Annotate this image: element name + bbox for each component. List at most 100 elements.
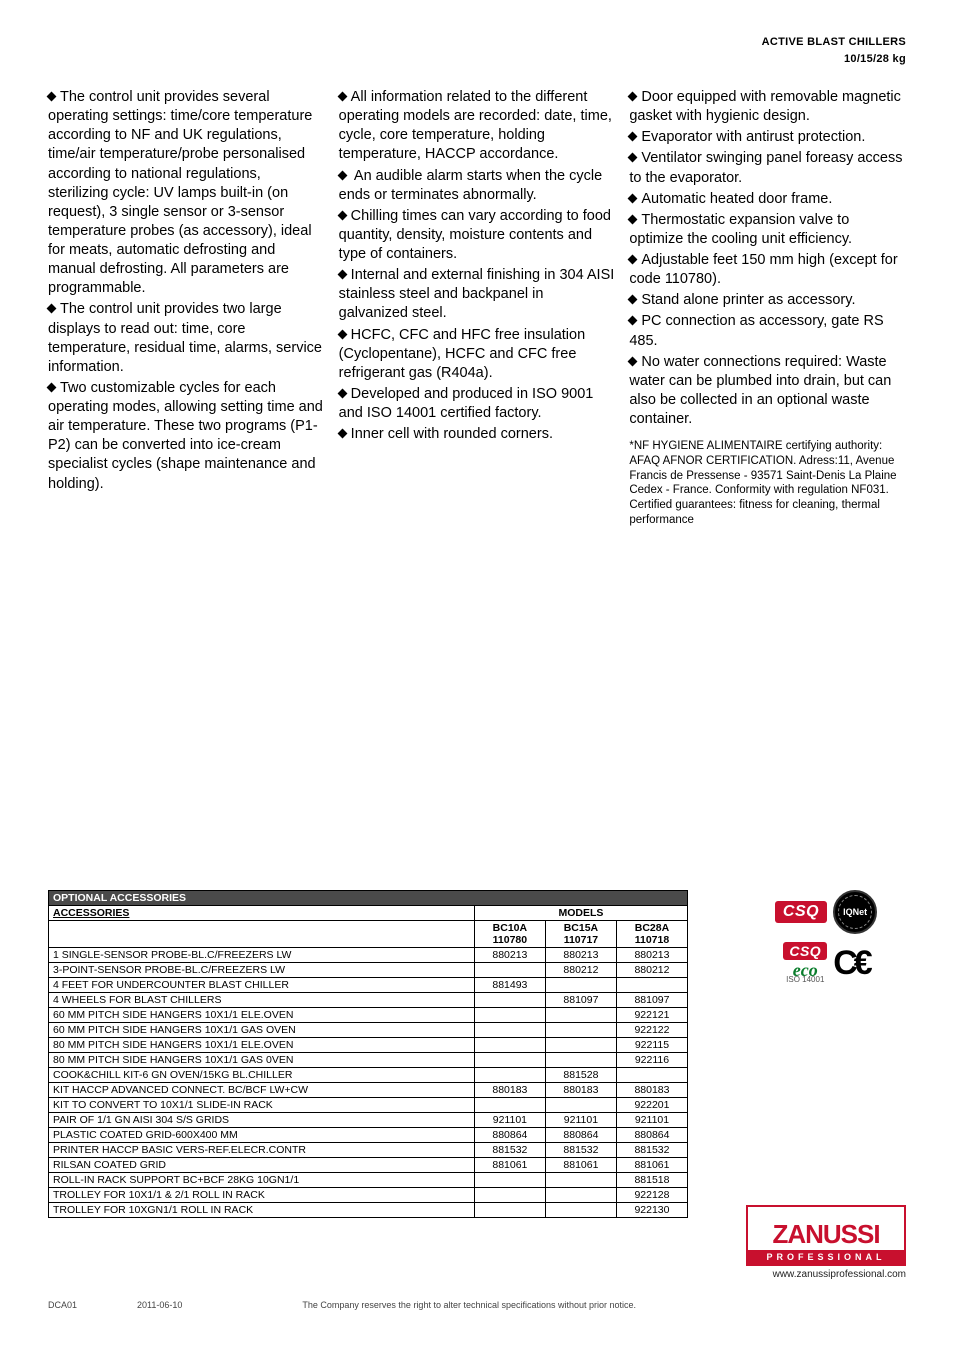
footer-ref: DCA01 [48,1300,77,1310]
badge-row-1: CSQ IQNet [775,890,877,934]
accessory-value: 880213 [474,948,545,963]
accessory-value [474,1173,545,1188]
feature-bullet: An audible alarm starts when the cycle e… [339,167,616,205]
accessory-value [616,1068,687,1083]
accessory-value: 881532 [616,1143,687,1158]
accessory-value: 921101 [474,1113,545,1128]
accessory-label: 80 MM PITCH SIDE HANGERS 10X1/1 ELE.OVEN [49,1038,475,1053]
table-row: 3-POINT-SENSOR PROBE-BL.C/FREEZERS LW880… [49,963,688,978]
accessory-value [545,1188,616,1203]
table-row: 4 WHEELS FOR BLAST CHILLERS 881097881097 [49,993,688,1008]
accessory-label: KIT HACCP ADVANCED CONNECT. BC/BCF LW+CW [49,1083,475,1098]
bullet-diamond-icon [47,382,57,392]
accessory-value [616,978,687,993]
bullet-diamond-icon [47,92,57,102]
accessory-value: 922116 [616,1053,687,1068]
accessory-value [545,978,616,993]
table-row: 60 MM PITCH SIDE HANGERS 10X1/1 GAS OVEN… [49,1023,688,1038]
accessory-value: 922115 [616,1038,687,1053]
accessory-value: 922121 [616,1008,687,1023]
table-row: PAIR OF 1/1 GN AISI 304 S/S GRIDS9211019… [49,1113,688,1128]
accessory-value: 922122 [616,1023,687,1038]
feature-columns: The control unit provides several operat… [48,88,906,527]
accessory-label: RILSAN COATED GRID [49,1158,475,1173]
column-1: The control unit provides several operat… [48,88,325,527]
accessory-value [545,1098,616,1113]
table-row: RILSAN COATED GRID881061881061881061 [49,1158,688,1173]
feature-bullet: Automatic heated door frame. [629,190,906,209]
accessory-value: 880212 [616,963,687,978]
zanussi-logo-box: ZANUSSI PROFESSIONAL [746,1205,906,1266]
accessory-value [474,1098,545,1113]
accessory-value: 881097 [616,993,687,1008]
table-row: PLASTIC COATED GRID-600X400 MM8808648808… [49,1128,688,1143]
feature-bullet: Ventilator swinging panel foreasy access… [629,149,906,187]
feature-bullet: Thermostatic expansion valve to optimize… [629,211,906,249]
accessory-value: 881061 [474,1158,545,1173]
bullet-diamond-icon [47,304,57,314]
csq-badge-icon: CSQ [775,901,827,923]
accessory-value [474,1068,545,1083]
ce-mark-icon: C€ [833,944,868,983]
accessory-label: 4 FEET FOR UNDERCOUNTER BLAST CHILLER [49,978,475,993]
certification-badges: CSQ IQNet CSQ eco ISO 14001 C€ [746,890,906,984]
iso-label: ISO 14001 [783,975,827,984]
accessory-label: TROLLEY FOR 10XGN1/1 ROLL IN RACK [49,1203,475,1218]
accessory-value [545,1203,616,1218]
accessory-value: 880183 [474,1083,545,1098]
feature-bullet: All information related to the different… [339,88,616,165]
accessory-value: 880183 [545,1083,616,1098]
accessory-label: PRINTER HACCP BASIC VERS-REF.ELECR.CONTR [49,1143,475,1158]
accessory-value: 880213 [616,948,687,963]
accessory-value: 880183 [616,1083,687,1098]
accessory-label: 1 SINGLE-SENSOR PROBE-BL.C/FREEZERS LW [49,948,475,963]
accessories-table-wrap: OPTIONAL ACCESSORIES ACCESSORIES MODELS … [48,890,688,1218]
bullet-diamond-icon [628,193,638,203]
feature-bullet: Inner cell with rounded corners. [339,425,616,444]
feature-bullet: Chilling times can vary according to foo… [339,207,616,264]
bullet-diamond-icon [628,295,638,305]
badge-row-2: CSQ eco ISO 14001 C€ [783,942,868,984]
feature-bullet: PC connection as accessory, gate RS 485. [629,312,906,350]
bullet-diamond-icon [628,316,638,326]
bullet-diamond-icon [628,255,638,265]
accessory-value: 881518 [616,1173,687,1188]
bullet-diamond-icon [628,356,638,366]
accessory-value [474,1008,545,1023]
accessory-value: 881061 [545,1158,616,1173]
feature-bullet: No water connections required: Waste wat… [629,353,906,430]
table-row: 60 MM PITCH SIDE HANGERS 10X1/1 ELE.OVEN… [49,1008,688,1023]
accessory-value [545,1038,616,1053]
bullet-diamond-icon [337,270,347,280]
header-title: ACTIVE BLAST CHILLERS 10/15/28 kg [762,34,906,67]
accessory-value: 881097 [545,993,616,1008]
accessory-value: 881061 [616,1158,687,1173]
accessory-value: 880864 [616,1128,687,1143]
accessory-value [545,1008,616,1023]
brand-logo-block: ZANUSSI PROFESSIONAL www.zanussiprofessi… [746,1175,906,1280]
accessory-value [474,1038,545,1053]
accessory-label: 4 WHEELS FOR BLAST CHILLERS [49,993,475,1008]
feature-bullet: Door equipped with removable magnetic ga… [629,88,906,126]
table-row: KIT TO CONVERT TO 10X1/1 SLIDE-IN RACK92… [49,1098,688,1113]
header-line1: ACTIVE BLAST CHILLERS [762,34,906,51]
zanussi-logo-text: ZANUSSI [756,1219,896,1250]
accessory-value: 881532 [474,1143,545,1158]
table-row: TROLLEY FOR 10X1/1 & 2/1 ROLL IN RACK922… [49,1188,688,1203]
accessory-value [474,963,545,978]
accessory-value: 881528 [545,1068,616,1083]
accessory-value [545,1023,616,1038]
accessory-value [545,1173,616,1188]
accessory-label: 60 MM PITCH SIDE HANGERS 10X1/1 GAS OVEN [49,1023,475,1038]
csq-eco-stack: CSQ eco ISO 14001 [783,942,827,984]
accessory-label: PAIR OF 1/1 GN AISI 304 S/S GRIDS [49,1113,475,1128]
accessory-value: 922201 [616,1098,687,1113]
column-3: Door equipped with removable magnetic ga… [629,88,906,527]
accessory-label: 60 MM PITCH SIDE HANGERS 10X1/1 ELE.OVEN [49,1008,475,1023]
feature-bullet: Internal and external finishing in 304 A… [339,266,616,323]
accessory-value [474,1023,545,1038]
column-2: All information related to the different… [339,88,616,527]
accessory-value: 922128 [616,1188,687,1203]
model-column-header: BC15A110717 [545,921,616,948]
nf-footnote: *NF HYGIENE ALIMENTAIRE certifying autho… [629,439,906,527]
